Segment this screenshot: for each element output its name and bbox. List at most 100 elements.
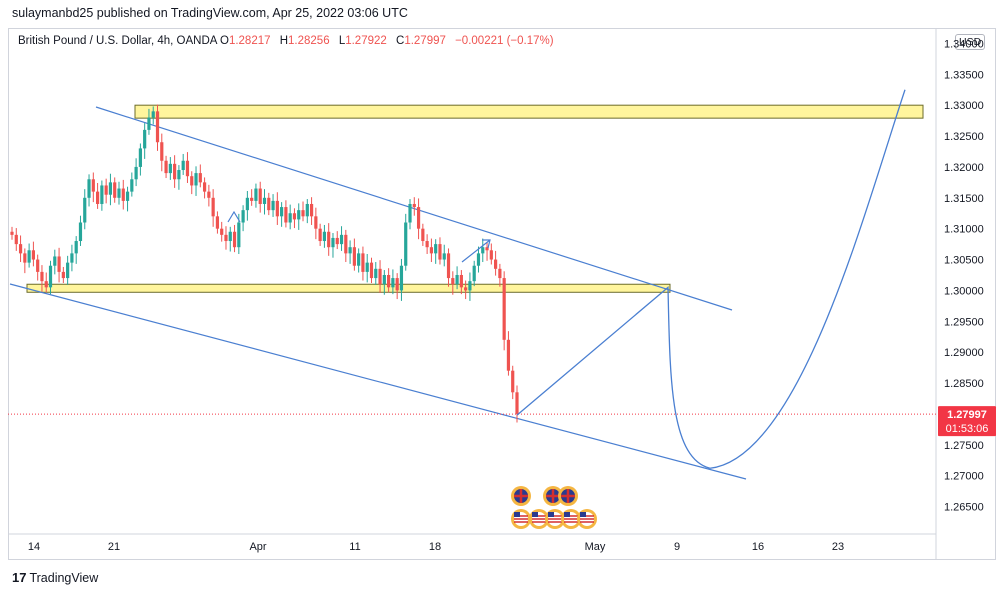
price-tick-label: 1.27500	[944, 440, 984, 452]
candle-body	[31, 250, 35, 260]
candle-body	[511, 370, 515, 393]
candle-body	[254, 188, 258, 201]
candle-body	[309, 203, 314, 217]
uk-flag-icon[interactable]	[543, 486, 563, 506]
symbol-legend: British Pound / U.S. Dollar, 4h, OANDA O…	[18, 35, 560, 47]
candle-body	[14, 234, 18, 245]
us-flag-icon[interactable]	[561, 509, 581, 529]
candle-body	[228, 231, 232, 242]
time-tick-label: Apr	[249, 541, 266, 553]
price-tick-label: 1.28500	[944, 378, 984, 390]
channel-lower-line	[9, 283, 747, 480]
time-tick-label: 14	[28, 541, 40, 553]
candle-body	[232, 231, 237, 248]
last-price-label: 1.27997	[947, 409, 987, 421]
currency-button[interactable]: USD	[955, 34, 986, 50]
candle-body	[147, 117, 151, 130]
countdown-label: 01:53:06	[946, 423, 989, 435]
candle-body	[416, 207, 421, 229]
time-tick-label: 21	[108, 541, 120, 553]
candle-body	[83, 197, 87, 223]
candle-body	[352, 247, 356, 266]
candle-body	[391, 278, 395, 288]
candle-body	[288, 213, 292, 223]
candle-body	[301, 210, 305, 217]
price-tick-label: 1.26500	[944, 502, 984, 514]
candle-body	[421, 228, 425, 242]
candle-body	[151, 111, 155, 118]
candle-body	[404, 222, 408, 266]
tradingview-brand: TradingView	[29, 571, 99, 585]
candle-body	[181, 160, 185, 171]
candle-body	[224, 234, 228, 242]
time-tick-label: 9	[674, 541, 680, 553]
candle-body	[292, 213, 297, 220]
candle-body	[57, 256, 61, 272]
candle-body	[408, 203, 412, 223]
time-tick-label: 16	[752, 541, 764, 553]
candle-body	[378, 268, 382, 285]
candle-body	[237, 222, 241, 248]
candle-body	[498, 268, 502, 279]
candle-body	[434, 244, 438, 254]
change-value: −0.00221 (−0.17%)	[455, 35, 554, 47]
candle-body	[344, 234, 348, 254]
candle-body	[190, 176, 194, 186]
candle-body	[108, 182, 113, 195]
time-tick-label: May	[585, 541, 606, 553]
candle-body	[425, 241, 429, 248]
candle-body	[412, 203, 416, 208]
candle-body	[348, 247, 352, 254]
candle-body	[451, 278, 455, 285]
candle-body	[121, 188, 125, 201]
candle-body	[53, 256, 57, 266]
candle-body	[138, 148, 142, 167]
candle-body	[387, 274, 391, 288]
candle-body	[318, 228, 322, 242]
candle-body	[61, 271, 65, 279]
candle-body	[27, 250, 31, 263]
candle-body	[339, 234, 344, 245]
candle-body	[168, 163, 172, 174]
us-flag-icon[interactable]	[577, 509, 597, 529]
candle-body	[211, 197, 215, 217]
candle-body	[113, 182, 117, 198]
candle-body	[271, 200, 275, 211]
candle-body	[468, 281, 472, 291]
candle-body	[438, 244, 442, 260]
candle-body	[207, 191, 211, 198]
low-label: L	[338, 35, 346, 47]
chart-frame	[8, 28, 996, 560]
projection-path	[516, 89, 906, 469]
us-flag-icon[interactable]	[511, 509, 531, 529]
candle-body	[70, 253, 74, 263]
candle-body	[125, 191, 130, 201]
time-tick-label: 18	[429, 541, 441, 553]
tradingview-logo: 17 TradingView	[12, 570, 98, 585]
candle-body	[202, 182, 207, 192]
last-price-badge	[938, 406, 996, 437]
us-flag-icon[interactable]	[529, 509, 549, 529]
candle-body	[164, 160, 168, 174]
candle-body	[143, 129, 147, 149]
candle-body	[18, 244, 23, 254]
uk-flag-icon[interactable]	[558, 486, 578, 506]
candle-body	[78, 222, 83, 242]
candle-body	[95, 191, 100, 204]
symbol-title[interactable]: British Pound / U.S. Dollar, 4h, OANDA	[18, 35, 217, 47]
candle-body	[485, 247, 489, 251]
candle-body	[245, 197, 249, 211]
publisher-line: sulaymanbd25 published on TradingView.co…	[12, 6, 408, 20]
candle-body	[335, 237, 339, 245]
candle-body	[177, 170, 181, 180]
uk-flag-icon[interactable]	[511, 486, 531, 506]
us-flag-icon[interactable]	[545, 509, 565, 529]
resistance-zone	[134, 104, 924, 119]
candle-body	[104, 185, 108, 195]
candle-body	[314, 216, 318, 229]
candle-body	[481, 247, 485, 254]
open-value: 1.28217	[228, 35, 271, 47]
candle-body	[241, 210, 245, 223]
high-label: H	[279, 35, 289, 47]
